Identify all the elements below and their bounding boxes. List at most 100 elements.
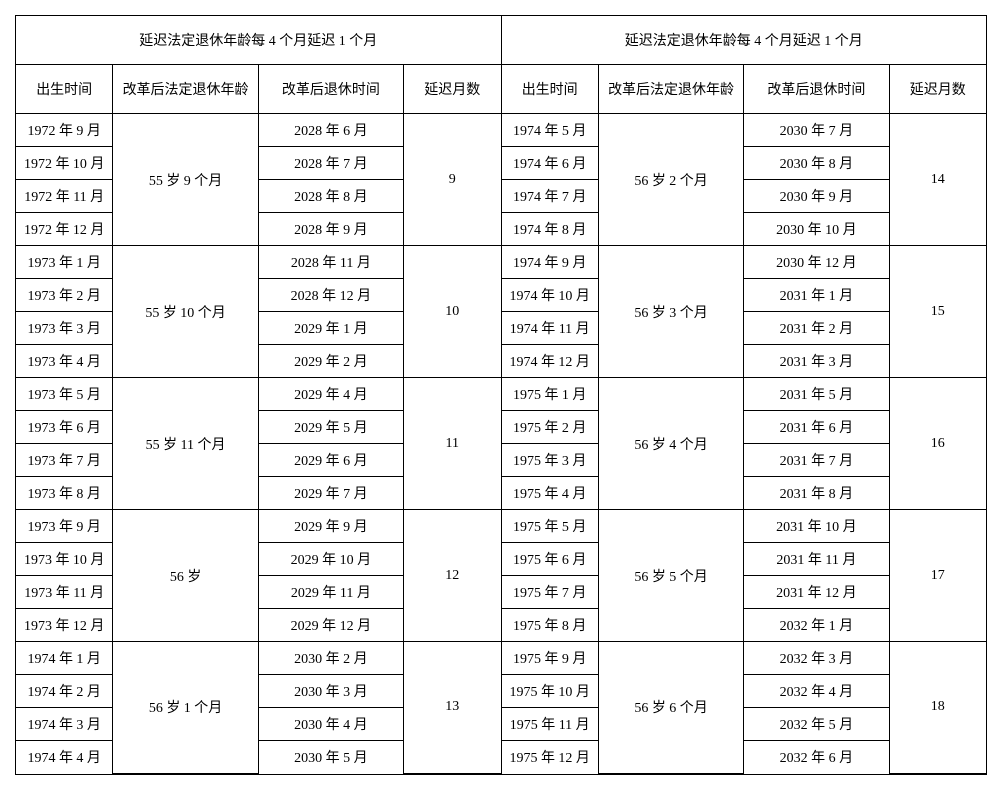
cell-birth: 1974 年 9 月 (502, 246, 599, 279)
table-title-row: 延迟法定退休年龄每 4 个月延迟 1 个月 (502, 16, 987, 65)
table-title-row: 延迟法定退休年龄每 4 个月延迟 1 个月 (16, 16, 501, 65)
cell-delay: 14 (889, 114, 986, 246)
cell-age: 55 岁 11 个月 (113, 378, 258, 510)
table-row: 1973 年 9 月56 岁2029 年 9 月12 (16, 510, 501, 543)
cell-retire: 2032 年 1 月 (744, 609, 889, 642)
table-row: 1975 年 5 月56 岁 5 个月2031 年 10 月17 (502, 510, 987, 543)
cell-birth: 1974 年 4 月 (16, 741, 113, 774)
cell-retire: 2030 年 5 月 (258, 741, 403, 774)
table-header-row: 出生时间 改革后法定退休年龄 改革后退休时间 延迟月数 (502, 65, 987, 114)
cell-retire: 2028 年 8 月 (258, 180, 403, 213)
cell-birth: 1973 年 10 月 (16, 543, 113, 576)
col-header-retire: 改革后退休时间 (258, 65, 403, 114)
table-row: 1974 年 5 月56 岁 2 个月2030 年 7 月14 (502, 114, 987, 147)
table-header-row: 出生时间 改革后法定退休年龄 改革后退休时间 延迟月数 (16, 65, 501, 114)
table-title: 延迟法定退休年龄每 4 个月延迟 1 个月 (16, 16, 501, 65)
cell-delay: 17 (889, 510, 986, 642)
cell-birth: 1974 年 2 月 (16, 675, 113, 708)
cell-birth: 1974 年 10 月 (502, 279, 599, 312)
cell-retire: 2030 年 2 月 (258, 642, 403, 675)
cell-birth: 1973 年 1 月 (16, 246, 113, 279)
cell-retire: 2031 年 2 月 (744, 312, 889, 345)
cell-retire: 2031 年 10 月 (744, 510, 889, 543)
left-table-wrapper: 延迟法定退休年龄每 4 个月延迟 1 个月 出生时间 改革后法定退休年龄 改革后… (16, 16, 502, 774)
cell-birth: 1975 年 12 月 (502, 741, 599, 774)
cell-retire: 2031 年 8 月 (744, 477, 889, 510)
cell-birth: 1974 年 5 月 (502, 114, 599, 147)
cell-delay: 9 (404, 114, 501, 246)
cell-birth: 1974 年 8 月 (502, 213, 599, 246)
cell-delay: 12 (404, 510, 501, 642)
cell-retire: 2032 年 6 月 (744, 741, 889, 774)
cell-retire: 2028 年 11 月 (258, 246, 403, 279)
cell-retire: 2029 年 11 月 (258, 576, 403, 609)
cell-birth: 1973 年 2 月 (16, 279, 113, 312)
cell-delay: 10 (404, 246, 501, 378)
cell-age: 56 岁 4 个月 (598, 378, 743, 510)
cell-delay: 16 (889, 378, 986, 510)
cell-birth: 1972 年 10 月 (16, 147, 113, 180)
cell-retire: 2029 年 6 月 (258, 444, 403, 477)
cell-birth: 1974 年 11 月 (502, 312, 599, 345)
col-header-delay: 延迟月数 (404, 65, 501, 114)
cell-birth: 1975 年 7 月 (502, 576, 599, 609)
right-table: 延迟法定退休年龄每 4 个月延迟 1 个月 出生时间 改革后法定退休年龄 改革后… (502, 16, 987, 774)
cell-retire: 2028 年 6 月 (258, 114, 403, 147)
cell-retire: 2031 年 5 月 (744, 378, 889, 411)
cell-retire: 2029 年 2 月 (258, 345, 403, 378)
cell-retire: 2031 年 3 月 (744, 345, 889, 378)
table-row: 1974 年 1 月56 岁 1 个月2030 年 2 月13 (16, 642, 501, 675)
cell-retire: 2030 年 7 月 (744, 114, 889, 147)
cell-birth: 1972 年 12 月 (16, 213, 113, 246)
cell-retire: 2029 年 5 月 (258, 411, 403, 444)
cell-birth: 1974 年 3 月 (16, 708, 113, 741)
retirement-table-container: 延迟法定退休年龄每 4 个月延迟 1 个月 出生时间 改革后法定退休年龄 改革后… (15, 15, 987, 775)
cell-birth: 1973 年 6 月 (16, 411, 113, 444)
cell-age: 55 岁 9 个月 (113, 114, 258, 246)
cell-birth: 1973 年 4 月 (16, 345, 113, 378)
cell-retire: 2031 年 1 月 (744, 279, 889, 312)
cell-retire: 2029 年 9 月 (258, 510, 403, 543)
cell-birth: 1973 年 7 月 (16, 444, 113, 477)
right-table-wrapper: 延迟法定退休年龄每 4 个月延迟 1 个月 出生时间 改革后法定退休年龄 改革后… (502, 16, 987, 774)
cell-birth: 1975 年 8 月 (502, 609, 599, 642)
table-row: 1973 年 1 月55 岁 10 个月2028 年 11 月10 (16, 246, 501, 279)
cell-retire: 2028 年 12 月 (258, 279, 403, 312)
cell-birth: 1973 年 5 月 (16, 378, 113, 411)
table-row: 1975 年 9 月56 岁 6 个月2032 年 3 月18 (502, 642, 987, 675)
cell-birth: 1972 年 11 月 (16, 180, 113, 213)
cell-retire: 2029 年 12 月 (258, 609, 403, 642)
cell-retire: 2029 年 7 月 (258, 477, 403, 510)
left-table: 延迟法定退休年龄每 4 个月延迟 1 个月 出生时间 改革后法定退休年龄 改革后… (16, 16, 501, 774)
cell-retire: 2031 年 12 月 (744, 576, 889, 609)
cell-birth: 1975 年 4 月 (502, 477, 599, 510)
cell-retire: 2028 年 7 月 (258, 147, 403, 180)
cell-birth: 1973 年 11 月 (16, 576, 113, 609)
table-row: 1974 年 9 月56 岁 3 个月2030 年 12 月15 (502, 246, 987, 279)
cell-birth: 1975 年 3 月 (502, 444, 599, 477)
cell-age: 56 岁 (113, 510, 258, 642)
cell-age: 55 岁 10 个月 (113, 246, 258, 378)
cell-retire: 2031 年 11 月 (744, 543, 889, 576)
cell-retire: 2029 年 4 月 (258, 378, 403, 411)
cell-birth: 1975 年 2 月 (502, 411, 599, 444)
cell-birth: 1973 年 8 月 (16, 477, 113, 510)
table-row: 1973 年 5 月55 岁 11 个月2029 年 4 月11 (16, 378, 501, 411)
cell-age: 56 岁 2 个月 (598, 114, 743, 246)
cell-age: 56 岁 1 个月 (113, 642, 258, 774)
cell-birth: 1975 年 1 月 (502, 378, 599, 411)
col-header-birth: 出生时间 (502, 65, 599, 114)
table-row: 1975 年 1 月56 岁 4 个月2031 年 5 月16 (502, 378, 987, 411)
cell-retire: 2031 年 6 月 (744, 411, 889, 444)
cell-retire: 2030 年 4 月 (258, 708, 403, 741)
table-title: 延迟法定退休年龄每 4 个月延迟 1 个月 (502, 16, 987, 65)
table-row: 1972 年 9 月55 岁 9 个月2028 年 6 月9 (16, 114, 501, 147)
cell-retire: 2030 年 9 月 (744, 180, 889, 213)
cell-birth: 1973 年 12 月 (16, 609, 113, 642)
cell-delay: 11 (404, 378, 501, 510)
cell-delay: 15 (889, 246, 986, 378)
cell-delay: 18 (889, 642, 986, 774)
cell-age: 56 岁 6 个月 (598, 642, 743, 774)
cell-retire: 2030 年 12 月 (744, 246, 889, 279)
cell-birth: 1975 年 9 月 (502, 642, 599, 675)
